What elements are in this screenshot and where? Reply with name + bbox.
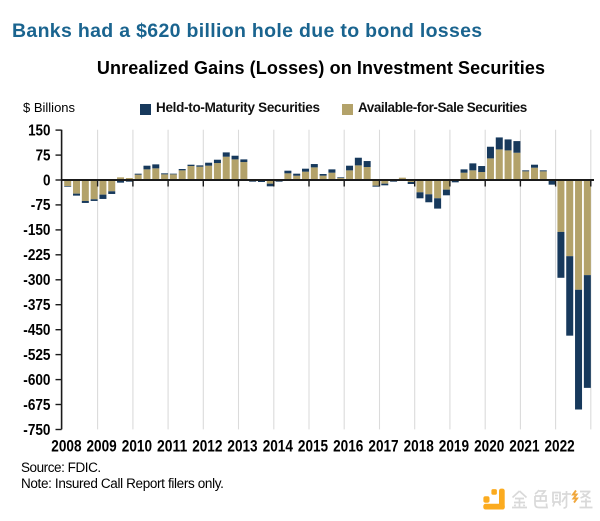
svg-text:-525: -525 [23, 347, 51, 364]
svg-text:-375: -375 [23, 297, 51, 314]
svg-text:2009: 2009 [87, 437, 117, 455]
svg-text:-675: -675 [23, 397, 51, 414]
svg-text:-225: -225 [23, 247, 51, 264]
svg-text:2012: 2012 [192, 437, 222, 455]
svg-text:-150: -150 [23, 222, 50, 239]
svg-text:-300: -300 [23, 272, 50, 289]
svg-text:2022: 2022 [545, 437, 575, 455]
svg-text:0: 0 [43, 172, 51, 189]
svg-text:2010: 2010 [122, 437, 152, 455]
svg-text:-450: -450 [23, 322, 50, 339]
svg-text:2016: 2016 [333, 437, 363, 455]
svg-text:2011: 2011 [157, 437, 187, 455]
svg-text:2017: 2017 [368, 437, 398, 455]
svg-text:-750: -750 [23, 422, 50, 439]
svg-text:2015: 2015 [298, 437, 328, 455]
svg-text:2014: 2014 [263, 437, 293, 455]
svg-text:-75: -75 [31, 197, 51, 214]
svg-text:2019: 2019 [439, 437, 469, 455]
svg-text:150: 150 [28, 122, 50, 139]
svg-text:2021: 2021 [509, 437, 539, 455]
svg-text:2008: 2008 [51, 437, 81, 455]
svg-text:2013: 2013 [227, 437, 257, 455]
svg-text:75: 75 [36, 147, 51, 164]
svg-text:2018: 2018 [404, 437, 434, 455]
svg-text:-600: -600 [23, 372, 50, 389]
svg-text:2020: 2020 [474, 437, 504, 455]
